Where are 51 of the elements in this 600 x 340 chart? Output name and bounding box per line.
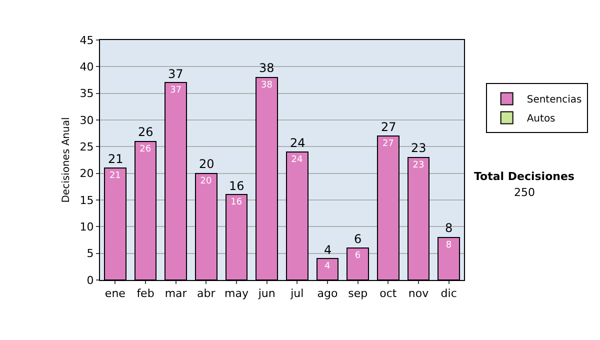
data-label: 6 — [354, 251, 361, 261]
y-tick-label: 0 — [86, 274, 94, 287]
x-tick-label: nov — [408, 287, 430, 300]
legend-label: Sentencias — [526, 94, 582, 106]
total-label: 23 — [411, 141, 426, 155]
data-label: 21 — [109, 171, 121, 181]
data-label: 38 — [260, 80, 273, 90]
y-tick-label: 45 — [80, 34, 94, 47]
data-label: 27 — [382, 139, 394, 149]
text: Total Decisiones — [474, 170, 575, 183]
y-axis-title: Decisiones Anual — [60, 117, 72, 203]
total-label: 4 — [324, 243, 332, 257]
x-tick-label: sep — [348, 287, 368, 300]
total-label: 38 — [259, 61, 274, 75]
data-label: 8 — [446, 240, 452, 250]
x-tick-label: ene — [104, 287, 126, 300]
data-label: 16 — [230, 198, 242, 208]
x-tick-label: feb — [136, 287, 154, 300]
total-label: 37 — [168, 67, 184, 81]
x-tick-label: jun — [257, 287, 276, 300]
total-label: 8 — [445, 221, 453, 235]
x-tick-label: oct — [380, 287, 398, 300]
y-tick-label: 20 — [80, 167, 94, 180]
total-label: 26 — [138, 125, 154, 139]
y-tick-label: 30 — [80, 114, 94, 127]
y-tick-label: 25 — [80, 140, 94, 154]
total-label: 20 — [199, 157, 214, 171]
data-label: 26 — [140, 144, 152, 154]
total-label: 24 — [290, 136, 306, 150]
data-label: 37 — [170, 86, 182, 96]
x-tick-label: mar — [164, 287, 188, 300]
y-tick-label: 40 — [80, 60, 94, 74]
x-tick-label: abr — [197, 287, 216, 300]
y-tick-label: 15 — [80, 194, 94, 207]
total-label: 16 — [229, 179, 244, 193]
y-tick-label: 5 — [86, 247, 94, 260]
data-label: 24 — [291, 155, 304, 165]
x-tick-label: may — [224, 287, 249, 300]
total-label: 21 — [108, 152, 124, 166]
x-tick-label: jul — [290, 287, 304, 300]
data-label: 4 — [324, 262, 330, 272]
x-tick-label: dic — [440, 287, 457, 300]
y-tick-label: 10 — [80, 220, 94, 234]
legend-label: Autos — [526, 114, 556, 125]
y-tick-label: 35 — [80, 87, 94, 100]
text: 250 — [514, 186, 535, 199]
total-label: 27 — [381, 120, 396, 134]
data-label: 20 — [200, 176, 212, 186]
total-label: 6 — [354, 232, 362, 246]
x-tick-label: ago — [317, 287, 338, 300]
data-label: 23 — [412, 160, 424, 170]
